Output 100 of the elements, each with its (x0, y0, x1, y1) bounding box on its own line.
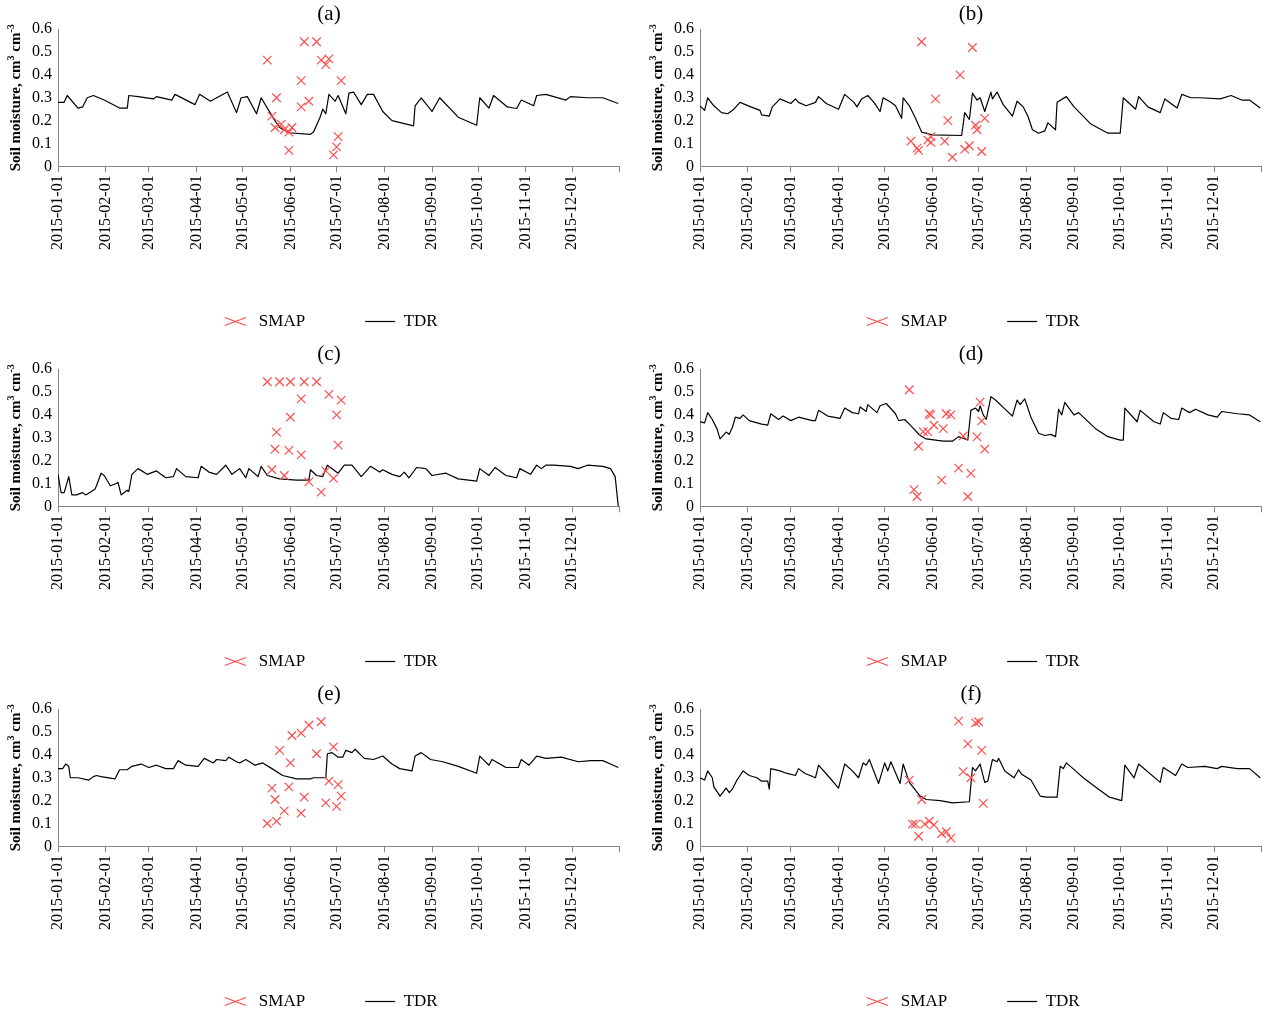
x-tick-label: 2015-02-01 (737, 515, 755, 590)
y-tick-label: 0.2 (32, 790, 52, 808)
point (953, 716, 964, 726)
x-tick-label: 2015-07-01 (326, 515, 344, 590)
x-tick-label: 2015-06-01 (922, 855, 940, 930)
point (913, 441, 924, 452)
point (331, 801, 342, 812)
point (276, 119, 287, 129)
x-tick-label: 2015-03-01 (781, 515, 799, 590)
point (906, 136, 916, 147)
point (316, 716, 327, 727)
x-tick-label: 2015-01-01 (690, 855, 708, 930)
point (279, 470, 290, 481)
y-tick-label: 0.1 (674, 813, 694, 831)
x-tick-label: 2015-06-01 (922, 515, 940, 590)
point (958, 766, 969, 777)
chart-title: (d) (958, 341, 984, 366)
x-tick-label: 2015-11-01 (1158, 855, 1176, 930)
point (972, 124, 982, 135)
x-tick-label: 2015-05-01 (874, 515, 892, 590)
point (324, 776, 334, 787)
y-tick-label: 0.1 (32, 133, 52, 151)
x-tick-label: 2015-07-01 (968, 515, 986, 590)
x-tick-label: 2015-05-01 (232, 175, 250, 250)
point (904, 384, 915, 395)
x-tick-label: 2015-11-01 (516, 855, 534, 930)
point (955, 70, 965, 80)
x-tick-label: 2015-07-01 (326, 175, 344, 250)
point (962, 739, 973, 749)
x-tick-label: 2015-01-01 (690, 175, 708, 250)
point (270, 122, 280, 133)
point (296, 728, 307, 739)
y-tick-label: 0.1 (674, 473, 694, 491)
point (296, 808, 307, 819)
x-tick-label: 2015-11-01 (1158, 515, 1176, 590)
point (274, 745, 285, 756)
point (287, 730, 297, 741)
point (279, 806, 290, 816)
point (946, 410, 956, 420)
point (311, 376, 322, 387)
point (966, 468, 976, 479)
point (271, 427, 282, 437)
y-tick-label: 0.5 (674, 382, 694, 400)
y-tick-label: 0.6 (32, 359, 52, 377)
point (279, 124, 290, 135)
point (941, 408, 952, 419)
point (929, 420, 939, 431)
point (262, 376, 273, 387)
legend-label: SMAP (900, 990, 948, 1010)
y-tick-label: 0 (686, 836, 694, 854)
y-tick-label: 0 (44, 496, 52, 514)
y-tick-label: 0.5 (674, 42, 694, 60)
point (262, 55, 273, 65)
x-tick-label: 2015-04-01 (186, 175, 204, 250)
legend-label: TDR (403, 310, 439, 330)
point (924, 816, 935, 827)
y-axis-title: Soil moisture, cm3 cm-3 (646, 704, 665, 852)
point (285, 758, 296, 768)
y-tick-label: 0.4 (674, 405, 694, 423)
point (311, 748, 322, 759)
x-tick-label: 2015-07-01 (968, 855, 986, 930)
legend-label: SMAP (258, 650, 306, 670)
x-tick-label: 2015-09-01 (422, 855, 440, 930)
point (285, 412, 296, 423)
point (284, 145, 294, 156)
y-tick-label: 0 (44, 836, 52, 854)
y-tick-label: 0.2 (674, 790, 694, 808)
x-tick-label: 2015-03-01 (139, 175, 157, 250)
y-tick-label: 0.4 (674, 745, 694, 763)
legend-label: SMAP (900, 650, 948, 670)
point (922, 135, 933, 145)
point (328, 742, 339, 752)
x-tick-label: 2015-10-01 (468, 175, 486, 250)
legend-label: TDR (403, 650, 439, 670)
y-tick-label: 0.1 (32, 813, 52, 831)
x-tick-label: 2015-09-01 (1064, 855, 1082, 930)
chart-title: (c) (317, 341, 341, 366)
point (333, 440, 343, 450)
point (270, 444, 280, 455)
point (311, 36, 322, 47)
point (941, 826, 952, 837)
y-tick-label: 0 (44, 156, 52, 174)
x-tick-label: 2015-03-01 (139, 855, 157, 930)
point (909, 484, 919, 495)
x-tick-label: 2015-11-01 (1158, 175, 1176, 250)
y-tick-label: 0.6 (674, 699, 694, 717)
x-tick-label: 2015-03-01 (139, 515, 157, 590)
point (958, 431, 969, 441)
point (299, 36, 310, 47)
legend-label: SMAP (258, 310, 306, 330)
point (947, 152, 958, 163)
point (316, 55, 327, 65)
point (912, 491, 922, 502)
point (967, 42, 978, 53)
x-tick-label: 2015-10-01 (468, 855, 486, 930)
y-tick-label: 0.2 (32, 450, 52, 468)
y-axis-title: Soil moisture, cm3 cm-3 (646, 24, 665, 172)
x-tick-label: 2015-02-01 (95, 175, 113, 250)
x-tick-label: 2015-08-01 (1016, 515, 1034, 590)
point (304, 720, 314, 731)
